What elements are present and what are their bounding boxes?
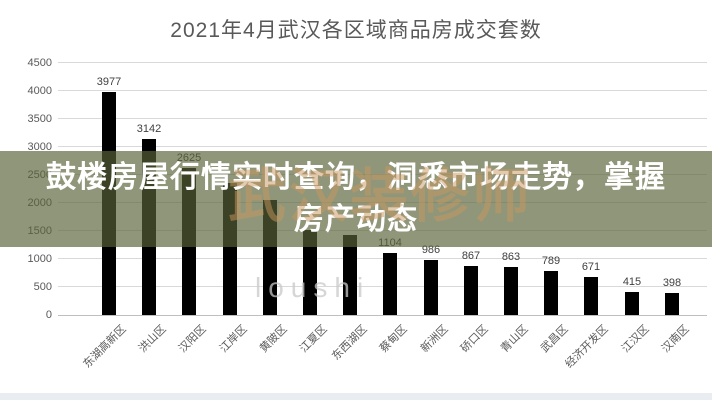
bar-value-label-青山区: 863 (501, 251, 521, 263)
bar-武昌区 (544, 271, 558, 315)
bar-青山区 (504, 267, 518, 315)
headline-banner-overlay: 鼓楼房屋行情实时查询，洞悉市场走势，掌握 房产动态 (0, 151, 712, 247)
bar-经济开发区 (584, 277, 598, 315)
x-tick-label-经济开发区: 经济开发区 (563, 323, 612, 371)
gridline-500 (58, 286, 707, 287)
x-axis-line (58, 315, 707, 316)
x-tick-label-硚口区: 硚口区 (458, 323, 491, 355)
x-tick-label-江汉区: 江汉区 (619, 323, 652, 355)
headline-line-1: 鼓楼房屋行情实时查询，洞悉市场走势，掌握 (46, 161, 666, 194)
y-tick-label-0: 0 (45, 309, 52, 321)
bar-value-label-经济开发区: 671 (581, 261, 601, 273)
bottom-strip (0, 393, 712, 400)
x-tick-label-东西湖区: 东西湖区 (330, 323, 370, 363)
bar-value-label-新洲区: 986 (421, 244, 441, 256)
x-tick-label-武昌区: 武昌区 (538, 323, 571, 355)
y-tick-label-1000: 1000 (27, 253, 52, 265)
x-tick-label-江夏区: 江夏区 (297, 323, 330, 355)
bar-汉南区 (665, 293, 679, 315)
chart-title: 2021年4月武汉各区域商品房成交套数 (170, 19, 542, 42)
bar-蔡甸区 (383, 253, 397, 315)
x-tick-label-黄陂区: 黄陂区 (257, 323, 290, 355)
bar-新洲区 (424, 260, 438, 315)
gridline-4000 (58, 90, 707, 91)
y-tick-label-3000: 3000 (27, 141, 52, 153)
gridline-3000 (58, 146, 707, 147)
bar-value-label-江汉区: 415 (622, 276, 642, 288)
x-tick-label-新洲区: 新洲区 (418, 323, 451, 355)
y-tick-label-500: 500 (33, 281, 52, 293)
x-tick-label-东湖高新区: 东湖高新区 (81, 323, 129, 371)
bar-value-label-武昌区: 789 (541, 255, 561, 267)
gridline-1000 (58, 258, 707, 259)
y-tick-label-4000: 4000 (27, 85, 52, 97)
x-tick-label-蔡甸区: 蔡甸区 (378, 323, 411, 355)
bar-江汉区 (625, 292, 639, 315)
x-tick-label-江岸区: 江岸区 (217, 323, 250, 355)
bar-value-label-洪山区: 3142 (136, 123, 162, 135)
bar-东西湖区 (343, 235, 357, 315)
x-tick-label-洪山区: 洪山区 (136, 323, 169, 355)
gridline-4500 (58, 62, 707, 63)
x-tick-label-青山区: 青山区 (498, 323, 531, 355)
bar-value-label-汉南区: 398 (662, 277, 682, 289)
bar-value-label-东湖高新区: 3977 (96, 76, 122, 88)
gridline-3500 (58, 118, 707, 119)
x-tick-label-汉阳区: 汉阳区 (177, 323, 210, 355)
bar-江夏区 (303, 230, 317, 315)
y-tick-label-3500: 3500 (27, 113, 52, 125)
bar-value-label-硚口区: 867 (461, 250, 481, 262)
headline-line-2: 房产动态 (294, 203, 418, 236)
bar-硚口区 (464, 266, 478, 315)
x-tick-label-汉南区: 汉南区 (659, 323, 692, 355)
y-tick-label-4500: 4500 (27, 57, 52, 69)
